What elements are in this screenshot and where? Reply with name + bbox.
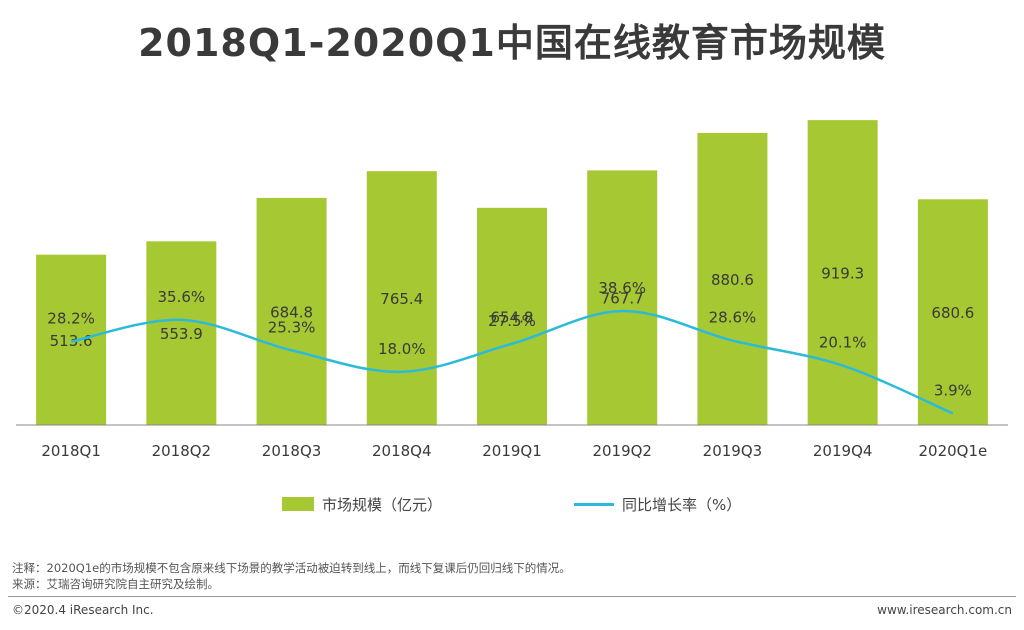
bar-2020Q1e [917,199,988,425]
bar-2019Q3 [697,132,768,425]
bar-2018Q2 [146,241,217,425]
bar-value-label: 919.3 [821,265,864,283]
footer-divider [8,596,1016,597]
bar-value-label: 680.6 [931,304,974,322]
bar-value-label: 654.8 [491,308,534,326]
footer-website: www.iresearch.com.cn [877,603,1012,617]
legend-line-label: 同比增长率（%） [622,495,742,514]
legend-line: 同比增长率（%） [574,492,741,516]
bar-2019Q1 [477,207,547,425]
footer-copyright: ©2020.4 iResearch Inc. [12,603,154,617]
growth-rate-label: 28.2% [47,310,95,328]
x-tick-label: 2018Q3 [262,442,322,460]
bar-2018Q4 [366,171,437,425]
bar-value-label: 880.6 [711,271,754,289]
legend-bar: 市场规模（亿元） [282,492,442,516]
x-tick-label: 2019Q2 [592,442,652,460]
x-tick-label: 2019Q4 [813,442,873,460]
growth-rate-line [70,309,954,415]
x-tick-label: 2019Q3 [703,442,763,460]
note-text: 注释：2020Q1e的市场规模不包含原来线下场景的教学活动被迫转到线上，而线下复… [12,561,571,575]
growth-rate-label: 35.6% [158,288,206,306]
growth-rate-label: 25.3% [268,318,316,336]
x-tick-label: 2018Q4 [372,442,432,460]
growth-rate-label: 38.6% [598,279,646,297]
bar-2018Q1 [36,254,107,425]
growth-rate-label: 18.0% [378,340,426,358]
growth-rate-label: 20.1% [819,334,867,352]
bar-2018Q3 [256,197,327,425]
legend-bar-label: 市场规模（亿元） [322,495,443,514]
bar-value-label: 684.8 [270,303,313,321]
bar-value-label: 553.9 [160,325,203,343]
x-tick-label: 2019Q1 [482,442,542,460]
source-text: 来源：艾瑞咨询研究院自主研究及绘制。 [12,577,219,591]
legend-bar-swatch [282,497,314,511]
x-tick-label: 2018Q1 [41,442,101,460]
growth-rate-label: 3.9% [934,381,972,399]
bar-value-label: 767.7 [601,290,644,308]
x-tick-label: 2018Q2 [152,442,212,460]
x-tick-label: 2020Q1e [919,442,988,460]
growth-rate-label: 28.6% [709,309,757,327]
bar-value-label: 765.4 [380,290,423,308]
bar-2019Q2 [587,170,658,425]
chart-title: 2018Q1-2020Q1中国在线教育市场规模 [138,21,886,65]
legend-line-swatch [574,502,614,506]
growth-rate-label: 27.5% [488,312,536,330]
